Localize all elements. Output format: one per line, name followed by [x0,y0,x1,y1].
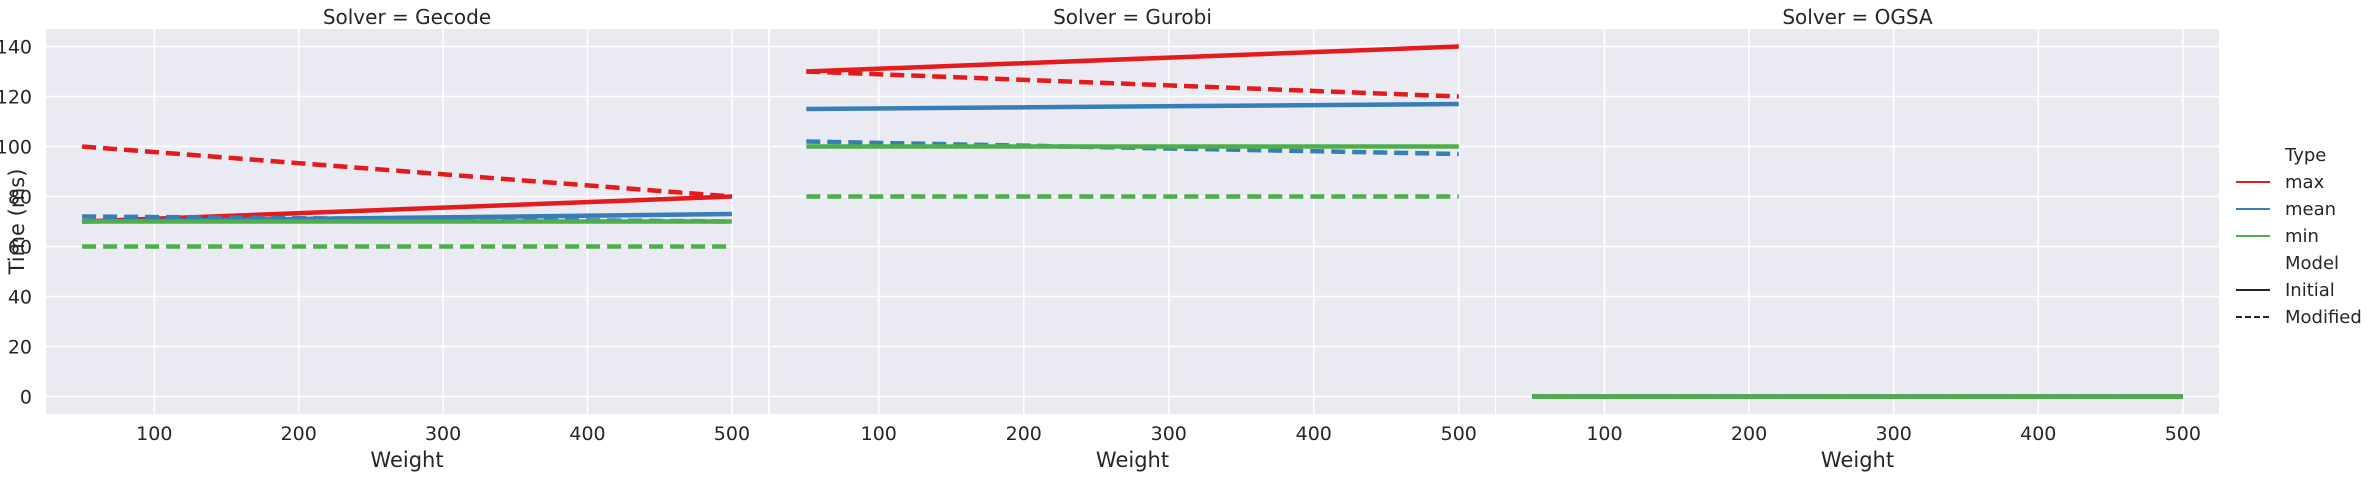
y-tick-label: 0 [20,387,32,409]
series-line-max-initial [806,44,1459,74]
x-tick-label: 300 [1876,423,1912,445]
x-tick-label: 500 [1441,423,1477,445]
y-tick-label: 120 [0,87,32,109]
series-line-max-modified [806,69,1459,99]
y-tick-label: 60 [8,237,32,259]
x-tick-label: 300 [1151,423,1187,445]
x-tick-label: 300 [425,423,461,445]
legend-label-min: min [2285,226,2319,247]
x-tick-label: 200 [281,423,317,445]
series-line-mean-modified [82,214,732,224]
panel-background [1496,29,2219,414]
y-tick-label: 40 [8,287,32,309]
x-tick-label: 400 [569,423,605,445]
x-tick-label: 500 [714,423,750,445]
panel-title: Solver = Gecode [323,5,491,29]
series-line-mean-initial [806,101,1459,112]
x-axis-label: Weight [1096,448,1169,472]
legend-label-mean: mean [2285,199,2336,220]
x-axis-label: Weight [1821,448,1894,472]
series-line-max-modified [81,144,733,199]
y-tick-label: 20 [8,337,32,359]
x-axis-label: Weight [370,448,443,472]
x-tick-label: 400 [1296,423,1332,445]
y-tick-label: 140 [0,37,32,59]
panel-title: Solver = Gurobi [1053,5,1212,29]
x-tick-label: 500 [2165,423,2201,445]
panel-title: Solver = OGSA [1782,5,1933,29]
legend-title-model: Model [2285,253,2339,274]
legend-label-initial: Initial [2285,280,2335,301]
y-tick-label: 80 [8,187,32,209]
x-tick-label: 100 [861,423,897,445]
x-tick-label: 400 [2020,423,2056,445]
x-tick-label: 100 [1586,423,1622,445]
legend-title-type: Type [2284,145,2326,166]
y-axis-label: Time (ms) [5,169,29,276]
x-tick-label: 200 [1731,423,1767,445]
y-tick-label: 100 [0,137,32,159]
legend-label-modified: Modified [2285,307,2362,328]
legend-label-max: max [2285,172,2325,193]
x-tick-label: 100 [136,423,172,445]
x-tick-label: 200 [1006,423,1042,445]
